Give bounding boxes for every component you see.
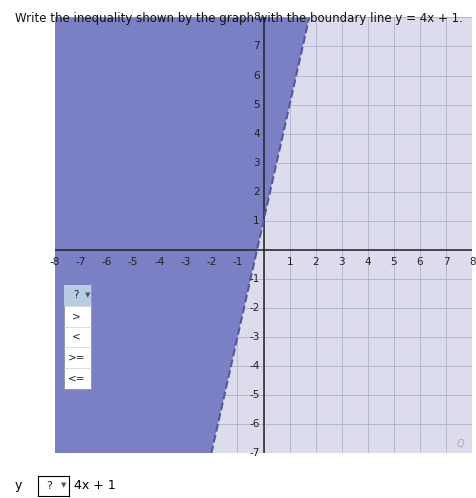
Text: 4: 4 [252, 128, 259, 138]
Text: 6: 6 [416, 257, 423, 267]
Text: ▼: ▼ [85, 292, 90, 298]
Text: 3: 3 [338, 257, 345, 267]
Text: -6: -6 [249, 419, 259, 429]
Text: >=: >= [68, 353, 85, 363]
Text: 7: 7 [442, 257, 448, 267]
Bar [64, 285, 91, 306]
Text: 8: 8 [252, 12, 259, 22]
Text: -1: -1 [249, 274, 259, 284]
Text: 4x + 1: 4x + 1 [74, 479, 116, 492]
Text: ?: ? [73, 290, 79, 300]
Text: ▼: ▼ [61, 483, 66, 489]
Text: -3: -3 [249, 332, 259, 342]
Text: -6: -6 [101, 257, 112, 267]
Text: 3: 3 [252, 158, 259, 168]
Text: -1: -1 [232, 257, 242, 267]
Text: Write the inequality shown by the graph with the boundary line y = 4x + 1.: Write the inequality shown by the graph … [15, 12, 461, 25]
Text: -2: -2 [249, 303, 259, 313]
Text: -5: -5 [128, 257, 138, 267]
Text: -3: -3 [180, 257, 190, 267]
Text: <=: <= [68, 374, 85, 384]
Text: 5: 5 [252, 100, 259, 110]
Text: <: < [72, 332, 80, 342]
Text: 8: 8 [468, 257, 475, 267]
Text: 2: 2 [252, 187, 259, 197]
Text: Q: Q [456, 439, 463, 450]
Text: -8: -8 [50, 257, 60, 267]
Text: -5: -5 [249, 390, 259, 400]
Text: y: y [14, 479, 21, 492]
Polygon shape [55, 17, 308, 453]
Text: 4: 4 [364, 257, 370, 267]
Text: 1: 1 [286, 257, 292, 267]
Text: -7: -7 [249, 448, 259, 458]
Text: -2: -2 [206, 257, 216, 267]
Text: 1: 1 [252, 216, 259, 226]
Text: 6: 6 [252, 71, 259, 81]
Text: -4: -4 [154, 257, 164, 267]
Text: 7: 7 [252, 41, 259, 51]
Bar [64, 285, 91, 389]
Text: ?: ? [46, 481, 52, 491]
Text: >: > [72, 311, 80, 321]
Text: -4: -4 [249, 361, 259, 371]
Text: -7: -7 [76, 257, 86, 267]
Text: 2: 2 [312, 257, 318, 267]
Text: 5: 5 [390, 257, 397, 267]
